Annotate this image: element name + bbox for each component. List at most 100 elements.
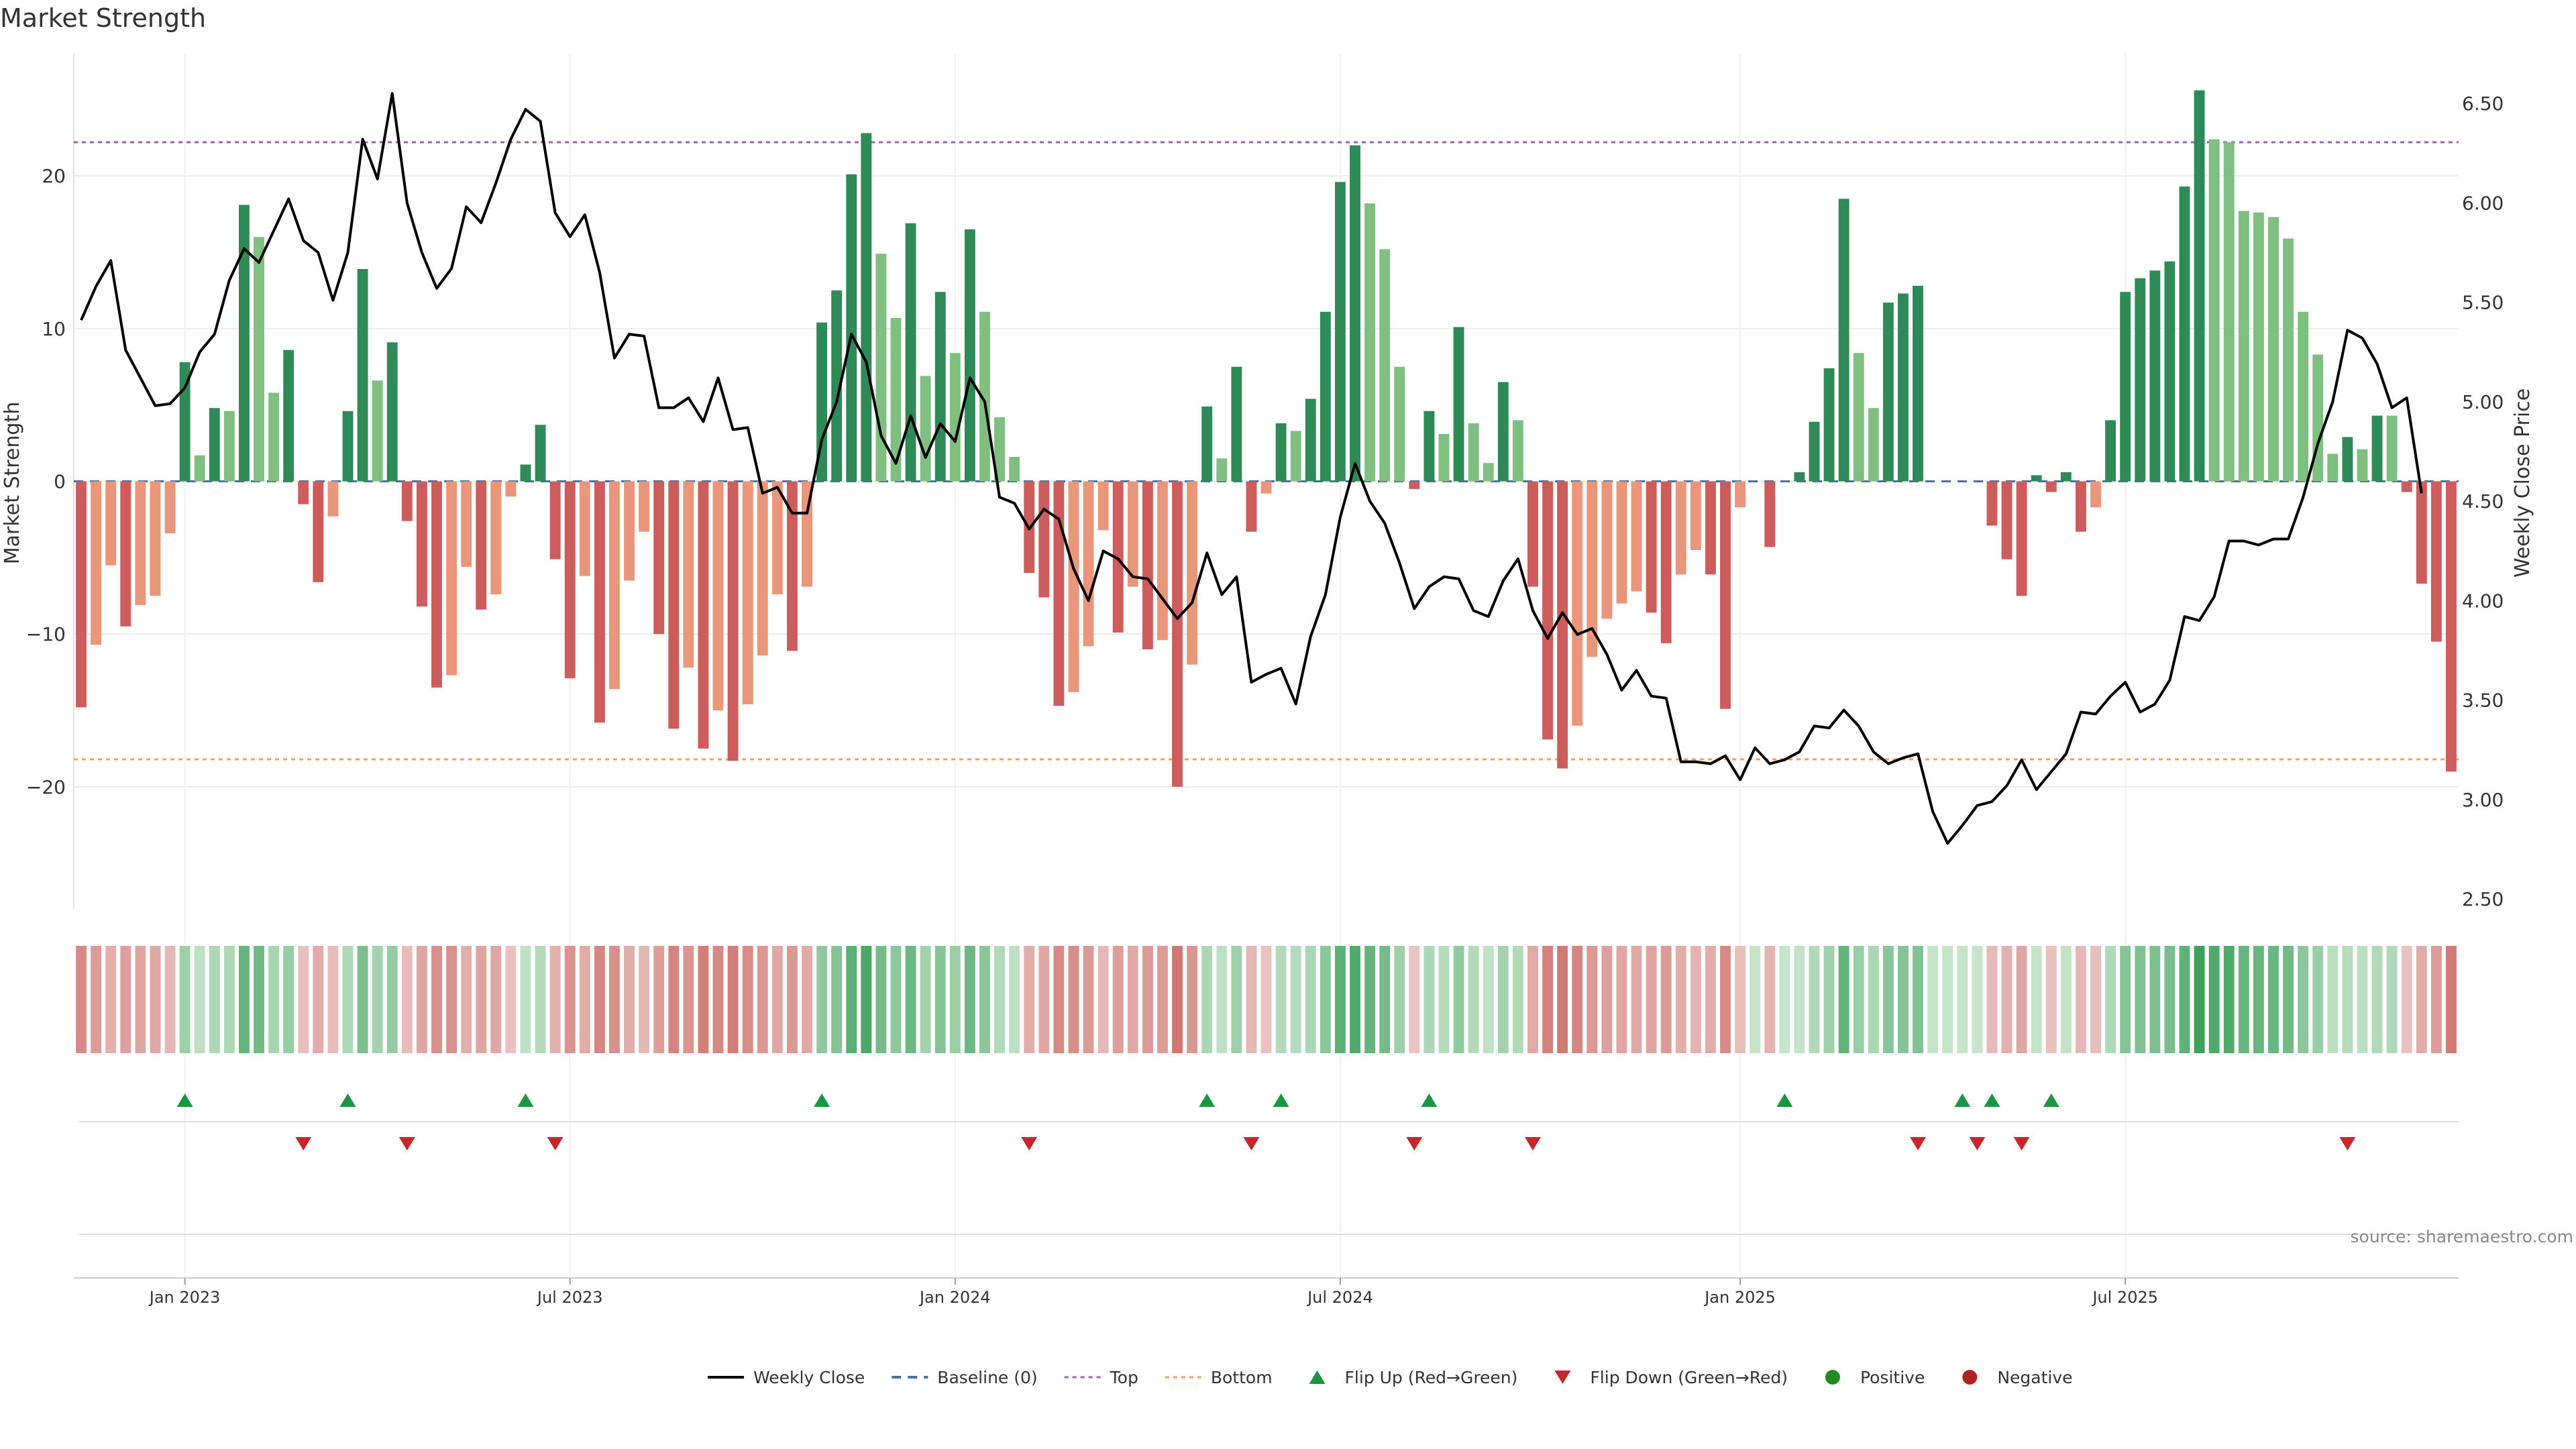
- flip-up-marker: [1199, 1093, 1216, 1107]
- heatmap-cell: [1201, 946, 1213, 1053]
- heatmap-cell: [712, 946, 724, 1053]
- heatmap-cell: [1038, 946, 1050, 1053]
- heatmap-cell: [786, 946, 798, 1053]
- strength-bar: [846, 174, 857, 482]
- right-tick-label: 4.50: [2462, 490, 2504, 513]
- strength-bar: [668, 481, 680, 729]
- strength-bar: [1986, 481, 1998, 526]
- strength-bar: [2342, 437, 2353, 482]
- heatmap-cell: [1823, 946, 1835, 1053]
- strength-bar: [594, 481, 605, 723]
- heatmap-cell: [683, 946, 694, 1053]
- strength-bar: [386, 342, 398, 482]
- legend-item-baseline: Baseline (0): [892, 1368, 1038, 1387]
- strength-bar: [2031, 475, 2042, 482]
- heatmap-cell: [1735, 946, 1746, 1053]
- strength-bar: [164, 481, 176, 533]
- heatmap-cell: [2164, 946, 2176, 1053]
- strength-bar: [786, 481, 798, 651]
- strength-bar: [2075, 481, 2086, 532]
- strength-bar: [579, 481, 590, 576]
- flip-down-marker: [2013, 1137, 2030, 1150]
- heatmap-cell: [1942, 946, 1953, 1053]
- heatmap-cell: [1646, 946, 1657, 1053]
- heatmap-cell: [2075, 946, 2086, 1053]
- flip-down-marker: [1021, 1137, 1038, 1150]
- legend-swatch: [1962, 1370, 1978, 1385]
- left-tick-label: 10: [42, 318, 66, 340]
- left-tick-label: 0: [54, 471, 66, 493]
- strength-bar: [2312, 354, 2324, 482]
- heatmap-cell: [2001, 946, 2012, 1053]
- heatmap-cell: [831, 946, 843, 1053]
- heatmap-cell: [2416, 946, 2427, 1053]
- flip-up-marker: [1954, 1093, 1971, 1107]
- strength-bar: [490, 481, 502, 594]
- heatmap-cell: [2194, 946, 2205, 1053]
- heatmap-cell: [2060, 946, 2072, 1053]
- strength-bar: [1142, 481, 1153, 649]
- flip-up-marker: [2043, 1093, 2059, 1107]
- strength-bar: [905, 223, 916, 482]
- flip-up-marker: [1776, 1093, 1793, 1107]
- heatmap-cell: [476, 946, 487, 1053]
- x-tick-label: Jul 2023: [536, 1288, 603, 1307]
- heatmap-cell: [1838, 946, 1849, 1053]
- heatmap-cell: [401, 946, 413, 1053]
- right-tick-label: 6.50: [2462, 93, 2504, 115]
- strength-bar: [1542, 481, 1553, 740]
- strength-bar: [1853, 353, 1864, 482]
- heatmap-cell: [608, 946, 620, 1053]
- strength-bar: [223, 411, 235, 482]
- heatmap-cell: [2135, 946, 2146, 1053]
- strength-bar: [698, 481, 709, 749]
- heatmap-cell: [76, 946, 87, 1053]
- heatmap-cell: [934, 946, 946, 1053]
- heatmap-cell: [2327, 946, 2339, 1053]
- heatmap-cell: [283, 946, 294, 1053]
- heatmap-cell: [2253, 946, 2264, 1053]
- strength-bar: [238, 205, 250, 482]
- heatmap-cell: [1542, 946, 1553, 1053]
- heatmap-cell: [1972, 946, 1983, 1053]
- heatmap-cell: [1957, 946, 1968, 1053]
- heatmap-cell: [1779, 946, 1790, 1053]
- strength-bar: [2194, 90, 2205, 482]
- heatmap-cell: [2090, 946, 2101, 1053]
- heatmap-cell: [1142, 946, 1153, 1053]
- strength-bar: [1735, 481, 1746, 508]
- price-line-group: [80, 92, 2423, 845]
- strength-bar: [1587, 481, 1598, 657]
- strength-bar: [1794, 472, 1805, 482]
- strength-bar: [313, 481, 324, 582]
- strength-bar: [2357, 449, 2368, 482]
- heatmap-cell: [1409, 946, 1420, 1053]
- strength-bar: [1112, 481, 1124, 633]
- strength-bar: [875, 254, 887, 482]
- heatmap-cell: [2342, 946, 2353, 1053]
- strength-bar: [1246, 481, 1257, 532]
- heatmap-cell: [1868, 946, 1879, 1053]
- heatmap-cell: [179, 946, 191, 1053]
- strength-bar: [1379, 249, 1391, 482]
- heatmap-cell: [861, 946, 872, 1053]
- strength-bar: [1838, 199, 1849, 482]
- strength-bar: [1068, 481, 1079, 692]
- right-tick-label: 5.00: [2462, 391, 2504, 413]
- heatmap-cell: [535, 946, 546, 1053]
- strength-bar: [268, 392, 280, 482]
- heatmap-cell: [2031, 946, 2042, 1053]
- heatmap-cell: [194, 946, 205, 1053]
- heatmap-cell: [1009, 946, 1020, 1053]
- chart-title: Market Strength: [0, 3, 206, 33]
- strength-bar: [1424, 411, 1435, 482]
- heatmap-cell: [1216, 946, 1228, 1053]
- strength-bar: [1127, 481, 1138, 587]
- x-tick-label: Jan 2023: [148, 1288, 221, 1307]
- heatmap-cell: [1053, 946, 1065, 1053]
- heatmap-cell: [416, 946, 427, 1053]
- x-tick-label: Jan 2024: [918, 1288, 991, 1307]
- heatmap-cell: [1350, 946, 1360, 1053]
- strength-bar: [1512, 420, 1523, 482]
- strength-bar: [2268, 217, 2279, 482]
